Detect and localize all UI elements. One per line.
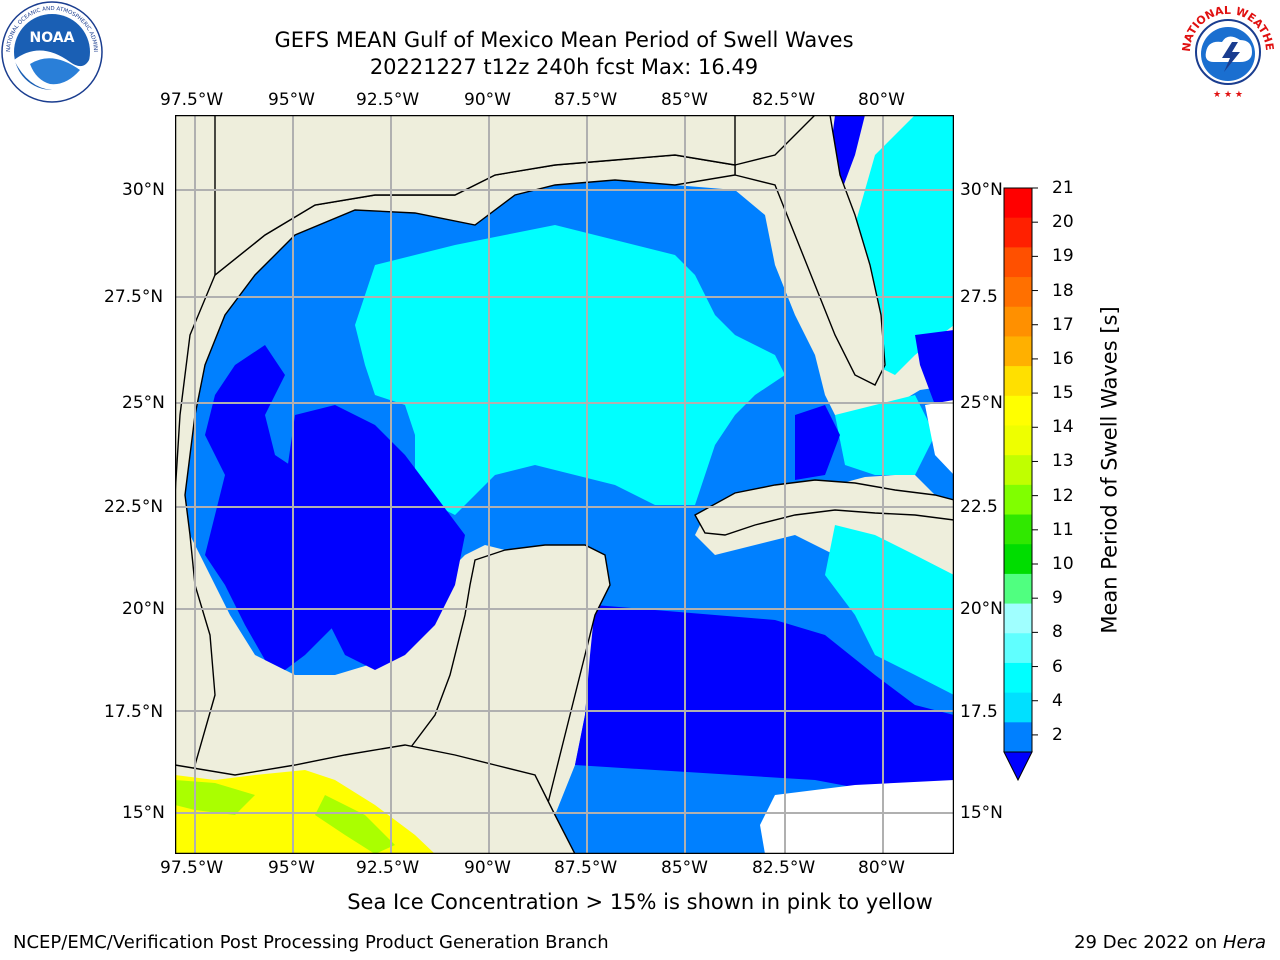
footer-date: 29 Dec 2022 on Hera	[1074, 932, 1266, 954]
colorbar-segment	[1004, 277, 1032, 308]
lon-label-top: 90°W	[464, 90, 511, 110]
nws-logo: NATIONAL WEATHER SERVICE ★ ★ ★	[1178, 2, 1276, 100]
lat-label-right: 25°N	[960, 393, 1003, 413]
lat-label-right: 17.5	[960, 702, 998, 722]
colorbar-segment	[1004, 336, 1032, 367]
lat-label-left: 30°N	[122, 180, 165, 200]
lat-label-left: 22.5°N	[104, 497, 164, 517]
colorbar-tick-label: 2	[1052, 724, 1063, 745]
sea-ice-caption: Sea Ice Concentration > 15% is shown in …	[347, 890, 933, 914]
lat-label-right: 27.5	[960, 287, 998, 307]
colorbar-tick-label: 10	[1052, 554, 1074, 574]
colorbar-extend-triangle	[1003, 751, 1033, 782]
lon-label-bottom: 85°W	[661, 858, 708, 878]
lon-label-top: 80°W	[858, 90, 905, 110]
colorbar-tick-label: 19	[1052, 246, 1074, 267]
colorbar-tick-label: 13	[1052, 451, 1074, 472]
colorbar-segment	[1004, 306, 1032, 337]
colorbar-segment	[1004, 395, 1032, 426]
lat-label-right: 20°N	[960, 599, 1003, 619]
lon-label-bottom: 87.5°W	[554, 858, 618, 878]
colorbar-tick-label: 17	[1052, 314, 1074, 335]
colorbar-tick-label: 6	[1052, 656, 1063, 677]
colorbar-segment	[1004, 217, 1032, 248]
lat-label-left: 20°N	[122, 599, 165, 619]
footer-branch: NCEP/EMC/Verification Post Processing Pr…	[13, 932, 609, 953]
colorbar-tick-label: 9	[1052, 588, 1063, 609]
lat-label-right: 22.5	[960, 497, 998, 517]
lat-label-right: 15°N	[960, 803, 1003, 823]
colorbar-title: Mean Period of Swell Waves [s]	[1097, 306, 1122, 634]
colorbar-tick-label: 15	[1052, 383, 1074, 404]
colorbar-segment	[1004, 514, 1032, 545]
colorbar-segment	[1004, 662, 1032, 694]
colorbar-tick-label: 11	[1052, 519, 1074, 540]
colorbar-segment	[1004, 188, 1032, 219]
colorbar-tick-label: 14	[1052, 417, 1074, 438]
colorbar-tick-label: 4	[1052, 690, 1063, 711]
map-gridlines	[175, 115, 954, 854]
colorbar-segment	[1004, 573, 1032, 605]
lat-label-left: 17.5°N	[104, 702, 164, 722]
colorbar-segment	[1004, 633, 1032, 664]
svg-text:NOAA: NOAA	[30, 30, 75, 46]
lon-label-top: 95°W	[268, 90, 315, 110]
colorbar-segment	[1004, 484, 1032, 516]
lat-label-right: 30°N	[960, 180, 1003, 200]
colorbar-tick-label: 18	[1052, 280, 1074, 301]
colorbar-tick-label: 20	[1052, 212, 1074, 233]
chart-subtitle: 20221227 t12z 240h fcst Max: 16.49	[369, 55, 759, 79]
lon-label-top: 85°W	[661, 90, 708, 110]
lon-label-bottom: 80°W	[858, 858, 905, 878]
svg-text:★ ★ ★: ★ ★ ★	[1213, 90, 1243, 100]
colorbar-segment	[1004, 247, 1032, 278]
lon-label-bottom: 82.5°W	[752, 858, 816, 878]
colorbar-segment	[1004, 366, 1032, 397]
map-panel	[175, 115, 954, 854]
footer-date-text: 29 Dec 2022 on	[1074, 932, 1223, 953]
colorbar-segment	[1004, 603, 1032, 634]
lat-label-left: 27.5°N	[104, 287, 164, 307]
lon-label-top: 92.5°W	[356, 90, 420, 110]
lon-label-bottom: 90°W	[464, 858, 511, 878]
lat-label-left: 25°N	[122, 393, 165, 413]
noaa-logo: NOAA NATIONAL OCEANIC AND ATMOSPHERIC AD…	[0, 0, 103, 103]
us-gulf-coast	[214, 115, 736, 277]
colorbar-tick-label: 16	[1052, 348, 1074, 369]
footer-host: Hera	[1222, 932, 1266, 953]
colorbar-tick-label: 21	[1052, 178, 1074, 198]
lon-label-bottom: 97.5°W	[160, 858, 224, 878]
lon-label-top: 82.5°W	[752, 90, 816, 110]
lon-label-top: 87.5°W	[554, 90, 618, 110]
florida-land	[734, 115, 954, 386]
lon-label-bottom: 95°W	[268, 858, 315, 878]
colorbar-segment	[1004, 692, 1032, 723]
lon-label-top: 97.5°W	[160, 90, 224, 110]
colorbar-segment	[1004, 544, 1032, 575]
lon-label-bottom: 92.5°W	[356, 858, 420, 878]
colorbar-segment	[1004, 722, 1032, 753]
colorbar-tick-label: 8	[1052, 622, 1063, 643]
colorbar-tick-label: 12	[1052, 485, 1074, 506]
colorbar-segment	[1004, 425, 1032, 456]
chart-title: GEFS MEAN Gulf of Mexico Mean Period of …	[274, 28, 854, 52]
colorbar-segment	[1004, 455, 1032, 486]
lat-label-left: 15°N	[122, 803, 165, 823]
colorbar	[1003, 187, 1038, 782]
